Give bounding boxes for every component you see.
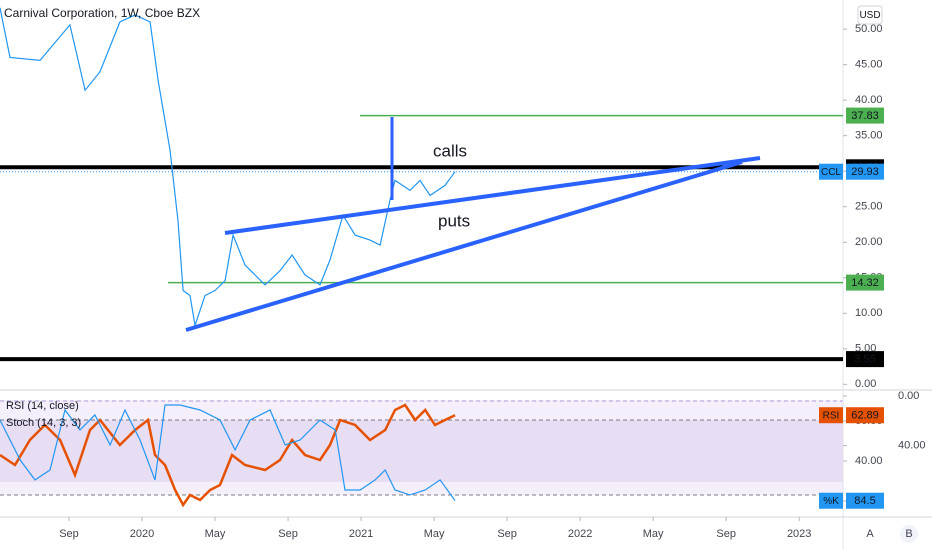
last-value-bg (846, 492, 884, 509)
x-tick-label: 2020 (130, 528, 154, 540)
last-value-bg (846, 163, 884, 180)
series-name: CCL (821, 167, 841, 178)
series-name: RSI (823, 410, 840, 421)
annotation: calls (433, 141, 467, 160)
series-name: %K (823, 496, 839, 507)
y-tick-label: 25.00 (855, 201, 883, 213)
legend-entry: RSI (14, close) (6, 400, 79, 412)
trend-line (185, 160, 743, 332)
series-line (0, 7, 456, 326)
level-label-bg (846, 274, 884, 291)
x-tick-label: May (205, 528, 226, 540)
x-tick-label: Sep (278, 528, 298, 540)
series-name-bg (819, 492, 843, 509)
y-tick-label: 50.00 (855, 23, 883, 35)
y-tick-label: 0.00 (855, 378, 876, 390)
x-tick-label: Sep (716, 528, 736, 540)
level-label: 14.32 (851, 277, 879, 289)
chart-title: Carnival Corporation, 1W, Cboe BZX (4, 6, 200, 20)
series-line (0, 404, 456, 502)
y2-tick-label: 40.00 (898, 439, 926, 451)
last-value: 62.89 (851, 410, 879, 422)
last-value: 84.5 (854, 495, 875, 507)
scale-button-bg[interactable] (900, 525, 918, 543)
currency[interactable]: USD (859, 10, 880, 21)
level-label-bg (846, 351, 884, 368)
currency-badge[interactable] (857, 5, 883, 25)
y-tick-label: 10.00 (855, 307, 883, 319)
y-tick-label: 40.00 (855, 94, 883, 106)
y-tick-label: 40.00 (855, 455, 883, 467)
x-tick-label: 2022 (568, 528, 592, 540)
legend-entry: Stoch (14, 3, 3) (6, 417, 81, 429)
annotation: puts (438, 211, 470, 230)
y-tick-label: 35.00 (855, 130, 883, 142)
last-value: 29.93 (851, 166, 879, 178)
x-tick-label: May (643, 528, 664, 540)
y-tick-label: 20.00 (855, 236, 883, 248)
level-label-bg (846, 107, 884, 124)
x-tick-label: 2023 (787, 528, 811, 540)
series-line (0, 403, 456, 508)
level-label: 37.83 (851, 110, 879, 122)
scale-button[interactable]: B (905, 528, 912, 540)
x-tick-label: Sep (59, 528, 79, 540)
last-value-bg (846, 407, 884, 424)
y-tick-label: 45.00 (855, 59, 883, 71)
x-tick-label: 2021 (349, 528, 373, 540)
trend-line (224, 156, 761, 235)
y2-tick-label: 0.00 (898, 390, 919, 402)
series-name-bg (819, 407, 843, 424)
scale-button[interactable]: A (866, 528, 874, 540)
rsi-band (0, 420, 843, 482)
series-name-bg (819, 163, 843, 180)
x-tick-label: May (424, 528, 445, 540)
x-tick-label: Sep (497, 528, 517, 540)
level-label: 3.55 (854, 354, 875, 366)
